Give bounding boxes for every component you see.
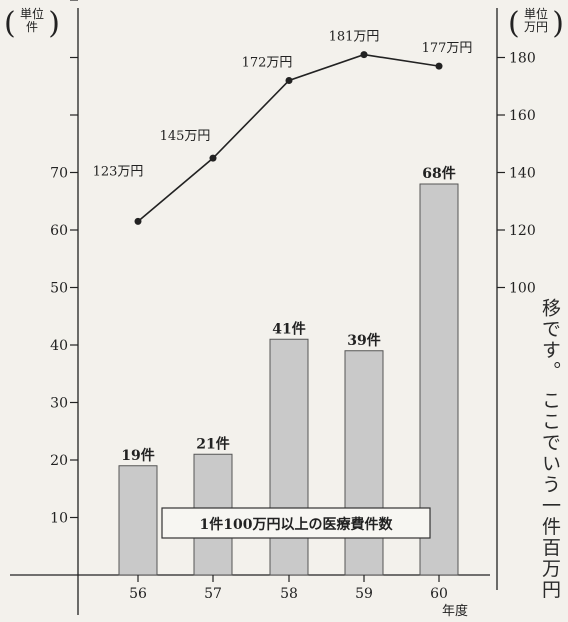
line-point [435,62,443,70]
left-tick-label: 60 [50,223,68,239]
bar-data-label: 39件 [347,332,380,349]
bar-data-label: 19件 [121,447,154,464]
line-data-label: 181万円 [329,30,380,45]
left-unit-line1: 単位 [19,7,44,21]
right-tick-label: 120 [509,223,536,239]
right-tick-label: 180 [509,51,536,67]
right-unit-line2: 万円 [523,19,548,34]
right-unit-line1: 単位 [523,7,548,21]
bar-data-label: 68件 [422,165,455,182]
line-point [360,51,368,59]
left-tick-label: 50 [50,281,68,297]
left-tick-label: 40 [50,338,68,354]
bar-data-label: 41件 [272,320,305,337]
bar [344,350,384,576]
right-tick-label: 160 [509,108,536,124]
left-tick-label: 70 [50,166,68,182]
left-tick-label: 20 [50,453,68,469]
line-data-label: 172万円 [242,56,293,71]
left-tick-label: 30 [50,396,68,412]
bar [269,338,309,576]
annotation-text: 1件100万円以上の医療費件数 [200,516,394,533]
line-data-label: 123万円 [93,164,144,179]
right-axis-unit: ( 単位 万円 ) [508,6,564,41]
bar [118,465,158,576]
line-data-label: 145万円 [160,129,211,144]
left-tick-label: 10 [50,511,68,527]
annotation-box [161,507,431,539]
left-unit-line2: 件 [25,19,38,34]
line-point [285,77,293,84]
x-tick-label: 56 [129,586,147,602]
x-tick-label: 60 [430,586,448,602]
x-axis-label: 年度 [442,603,468,619]
line-point [134,217,142,225]
line-point [209,154,217,162]
side-text: 移です。 ここでいう一件百万円 [539,298,561,601]
x-tick-label: 57 [204,586,222,602]
x-tick-label: 58 [280,586,298,602]
x-tick-label: 59 [355,586,373,602]
right-tick-label: 140 [509,166,536,182]
right-tick-label: 100 [509,281,536,297]
left-axis-unit: ( 単位 件 ) [4,6,60,41]
bar-data-label: 21件 [196,435,229,452]
line-data-label: 177万円 [422,41,473,56]
